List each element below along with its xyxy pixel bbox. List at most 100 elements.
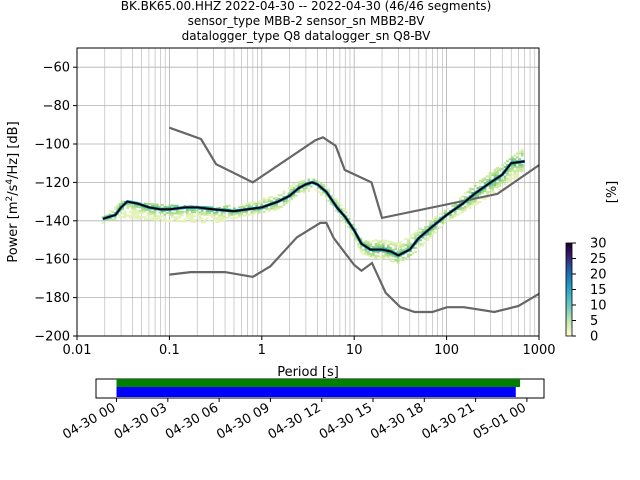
density-cell [369,255,373,258]
density-cell [473,196,477,199]
density-cell [106,218,110,221]
density-cell [493,174,497,177]
density-cell [146,214,149,217]
density-cell [344,211,348,214]
density-cell [386,251,390,254]
density-cell [168,214,172,217]
density-cell [399,243,402,246]
density-cell [287,186,291,189]
density-cell [429,230,432,233]
density-cell [171,216,174,219]
density-cell [511,158,514,161]
density-cell [493,172,497,175]
density-cell [317,181,321,184]
density-cell [466,190,470,193]
density-cell [215,217,219,220]
density-cell [503,162,507,165]
density-cell [138,210,142,213]
density-cell [401,249,405,252]
density-cell [307,188,311,191]
density-cell [334,209,338,212]
figure-title: BK.BK65.00.HHZ 2022-04-30 -- 2022-04-30 … [121,0,492,43]
plot-frame [76,47,540,337]
density-cell [409,236,412,239]
density-cell [493,184,497,187]
density-cell [208,211,211,214]
density-cell [307,180,311,183]
density-cell [292,183,296,186]
density-cell [396,258,400,261]
density-cell [379,244,383,247]
density-cell [324,185,328,188]
density-cell [451,216,455,219]
density-cell [424,237,427,240]
density-cell [389,248,393,251]
density-cell [265,198,268,201]
density-cell [386,248,390,251]
density-cell [319,184,323,187]
density-cell [218,214,221,217]
density-cell [213,215,216,218]
density-cell [362,249,365,252]
density-cell [463,196,467,199]
density-cell [198,211,201,214]
density-cell [488,185,492,188]
density-cell [521,169,524,172]
density-cell [262,199,266,202]
density-cell [106,214,110,217]
density-cell [347,225,350,228]
density-cell [225,205,229,208]
density-cell [126,214,129,217]
density-cell [513,169,517,172]
density-cell [354,238,358,241]
density-cell [148,218,152,221]
density-cell [151,218,154,221]
density-cell [518,166,522,169]
density-cell [153,211,157,214]
density-cell [461,210,465,213]
density-cell [275,206,278,209]
density-cell [491,189,494,192]
density-cell [513,165,517,168]
density-cell [406,244,410,247]
density-cell [133,209,137,212]
density-cell [282,200,286,203]
colorbar-gradient [565,242,573,337]
density-cell [399,247,402,250]
density-cell [310,185,313,188]
density-cell [245,214,249,217]
density-cell [386,246,390,249]
density-cell [183,210,187,213]
density-cell [473,182,477,185]
density-cell [153,203,157,206]
density-cell [208,213,211,216]
density-cell [138,215,142,218]
density-cell [396,256,400,259]
density-cell [168,219,172,222]
density-cell [394,244,398,247]
density-cell [377,241,380,244]
density-cell [153,209,157,212]
density-cell [496,174,499,177]
density-cell [411,237,415,240]
density-cell [506,179,509,182]
density-cell [156,205,159,208]
density-cell [302,189,306,192]
density-cell [290,190,293,193]
density-cell [521,166,524,169]
density-cell [409,234,412,237]
density-cell [148,214,152,217]
density-cell [518,164,522,167]
density-cell [498,179,502,182]
density-cell [116,203,120,206]
density-cell [272,205,276,208]
density-cell [133,203,137,206]
density-cell [292,194,296,197]
noise-model-layer [169,126,540,314]
x-tick-label: 0.1 [159,343,180,358]
density-cell [401,243,405,246]
density-cell [131,209,134,212]
density-cell [163,206,167,209]
density-cell [372,255,375,258]
